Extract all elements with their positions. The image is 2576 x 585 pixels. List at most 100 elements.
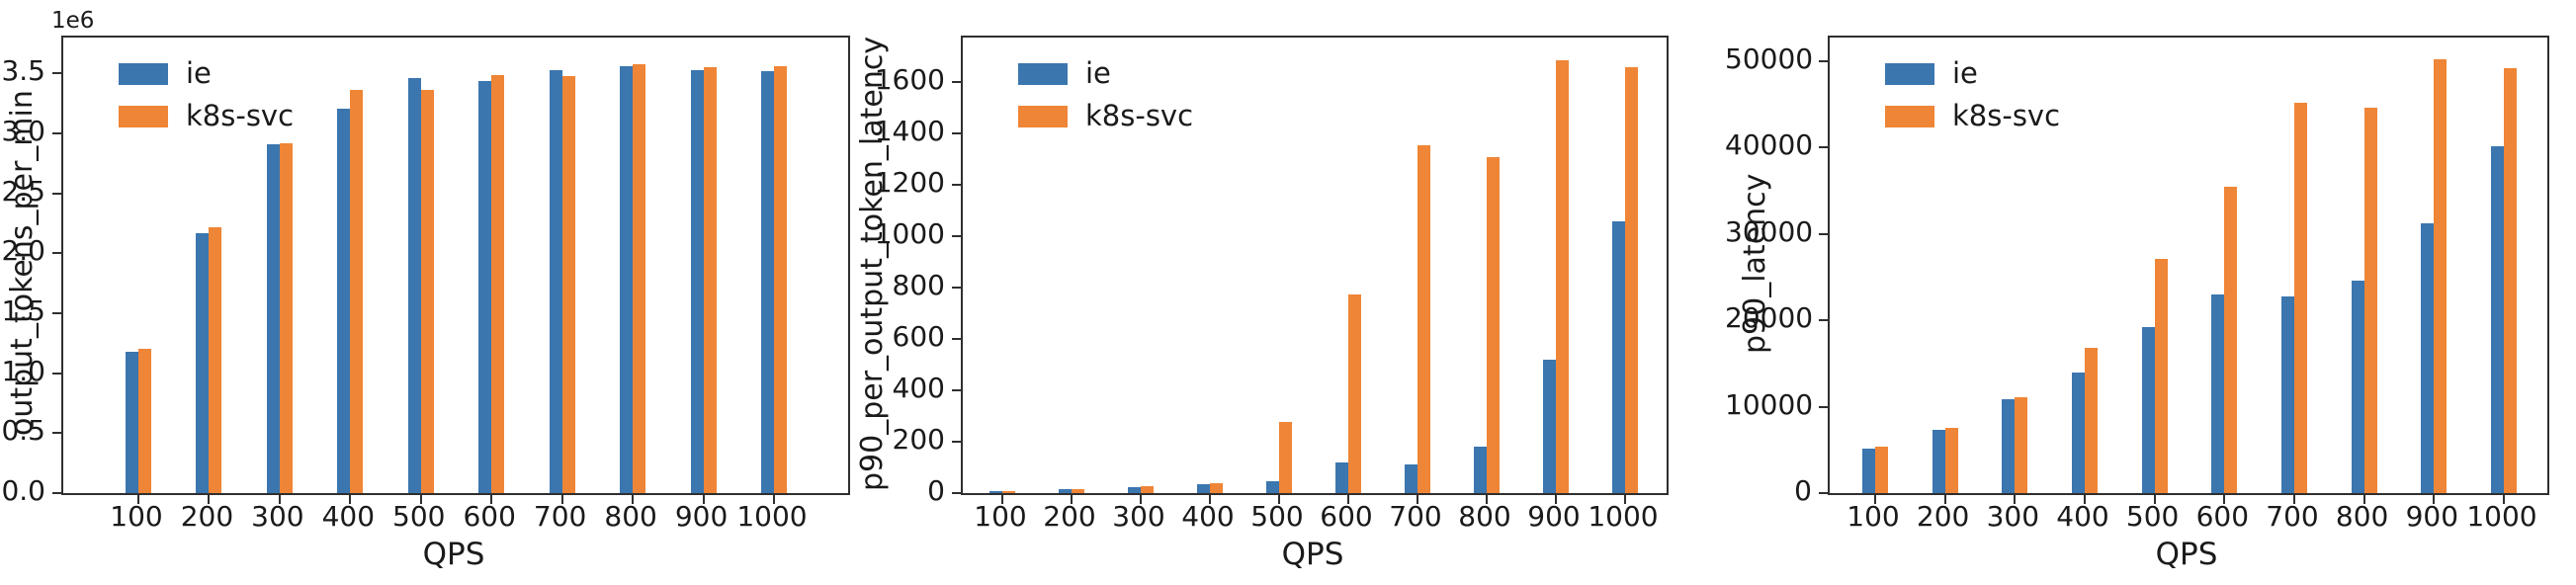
bar-ie-qps-700	[1405, 463, 1417, 493]
x-axis-label: QPS	[1281, 537, 1344, 572]
bar-ie-qps-1000	[1612, 220, 1625, 493]
legend-item-k8s-svc: k8s-svc	[119, 102, 294, 130]
y-tick-mark	[952, 184, 961, 187]
chart-output-tokens-per-min: 1e6 output_tokens_per_min ie k8s-svc QPS…	[0, 0, 856, 585]
y-tick-label: 20000	[1725, 301, 1814, 335]
x-tick-mark	[1278, 495, 1280, 504]
x-tick-mark	[1347, 495, 1349, 504]
x-tick-mark	[208, 495, 211, 504]
x-tick-mark	[1140, 495, 1142, 504]
bar-k8s-svc-qps-200	[1944, 428, 1958, 493]
y-tick-label: 400	[892, 372, 945, 405]
bar-ie-qps-300	[1128, 486, 1141, 493]
bar-k8s-svc-qps-700	[561, 75, 575, 493]
bar-k8s-svc-qps-800	[633, 63, 646, 493]
x-tick-mark	[349, 495, 352, 504]
x-tick-mark	[1209, 495, 1211, 504]
legend-label-k8s-svc: k8s-svc	[186, 99, 295, 132]
bar-k8s-svc-qps-400	[1210, 482, 1223, 493]
bar-ie-qps-500	[407, 78, 421, 493]
x-tick-label: 700	[2266, 500, 2319, 533]
bar-k8s-svc-qps-600	[1348, 293, 1361, 493]
bar-k8s-svc-qps-600	[2224, 187, 2238, 493]
y-tick-mark	[1819, 319, 1828, 322]
y-tick-label: 3.5	[1, 54, 45, 88]
legend: ie k8s-svc	[1885, 59, 2060, 130]
bar-ie-qps-400	[2072, 373, 2085, 493]
x-tick-mark	[773, 495, 775, 504]
y-tick-label: 30000	[1725, 214, 1814, 248]
x-tick-mark	[137, 495, 139, 504]
x-tick-label: 400	[1181, 500, 1235, 533]
x-tick-label: 900	[2405, 500, 2459, 533]
x-axis-label: QPS	[422, 537, 485, 572]
bar-ie-qps-100	[989, 490, 1002, 493]
x-tick-label: 400	[321, 500, 376, 533]
bar-ie-qps-100	[1862, 448, 1875, 493]
x-tick-label: 800	[1458, 500, 1511, 533]
x-tick-label: 200	[180, 500, 234, 533]
bar-ie-qps-900	[2421, 223, 2435, 493]
bar-ie-qps-1000	[2491, 146, 2504, 493]
x-tick-label: 800	[2335, 500, 2389, 533]
y-tick-mark	[952, 287, 961, 290]
x-tick-label: 300	[1112, 500, 1165, 533]
x-tick-mark	[1555, 495, 1557, 504]
y-tick-mark	[52, 372, 61, 375]
y-tick-label: 10000	[1725, 387, 1814, 421]
y-tick-label: 0	[927, 474, 945, 507]
y-tick-label: 1.5	[1, 294, 45, 328]
bar-ie-qps-100	[126, 351, 138, 493]
x-tick-label: 500	[1250, 500, 1304, 533]
y-tick-label: 1000	[874, 217, 945, 251]
y-tick-mark	[52, 252, 61, 255]
x-tick-mark	[632, 495, 635, 504]
plot-area: ie k8s-svc	[1819, 36, 2549, 504]
x-tick-label: 300	[1986, 500, 2040, 533]
bar-k8s-svc-qps-100	[1002, 490, 1015, 493]
x-tick-label: 1000	[2466, 500, 2537, 533]
x-tick-label: 700	[1389, 500, 1442, 533]
bar-ie-qps-800	[620, 66, 634, 493]
x-tick-mark	[419, 495, 422, 504]
x-tick-mark	[2014, 495, 2017, 504]
bar-ie-qps-500	[1266, 481, 1279, 493]
legend-item-ie: ie	[119, 59, 294, 88]
x-axis-label: QPS	[2155, 537, 2218, 572]
y-tick-label: 40000	[1725, 128, 1814, 162]
x-tick-label: 1000	[1588, 500, 1659, 533]
legend: ie k8s-svc	[1018, 59, 1193, 130]
y-tick-label: 1200	[874, 166, 945, 200]
bar-k8s-svc-qps-100	[138, 349, 151, 493]
y-tick-label: 2.5	[1, 174, 45, 208]
y-tick-mark	[1819, 405, 1828, 408]
y-tick-mark	[952, 338, 961, 341]
x-tick-label: 200	[1916, 500, 1970, 533]
bar-k8s-svc-qps-1000	[2504, 67, 2517, 493]
bar-ie-qps-900	[690, 69, 704, 493]
x-tick-mark	[1624, 495, 1626, 504]
x-tick-label: 500	[392, 500, 446, 533]
bar-k8s-svc-qps-200	[1072, 488, 1084, 493]
bar-k8s-svc-qps-600	[491, 74, 505, 493]
x-tick-mark	[2293, 495, 2295, 504]
bar-k8s-svc-qps-800	[2363, 107, 2377, 493]
x-tick-label: 800	[604, 500, 657, 533]
x-tick-mark	[702, 495, 705, 504]
x-tick-mark	[2153, 495, 2156, 504]
bar-ie-qps-200	[1059, 488, 1072, 493]
bar-k8s-svc-qps-400	[350, 90, 364, 493]
x-tick-mark	[490, 495, 493, 504]
y-tick-mark	[1819, 232, 1828, 235]
x-tick-label: 100	[110, 500, 163, 533]
bar-ie-qps-300	[2002, 398, 2016, 493]
y-tick-label: 0	[1794, 474, 1812, 507]
x-tick-mark	[1943, 495, 1946, 504]
bar-k8s-svc-qps-800	[1487, 156, 1500, 493]
bar-k8s-svc-qps-1000	[774, 66, 787, 493]
x-tick-label: 600	[463, 500, 516, 533]
x-tick-label: 400	[2056, 500, 2109, 533]
bar-ie-qps-400	[337, 108, 351, 493]
bar-ie-qps-200	[1932, 430, 1945, 493]
